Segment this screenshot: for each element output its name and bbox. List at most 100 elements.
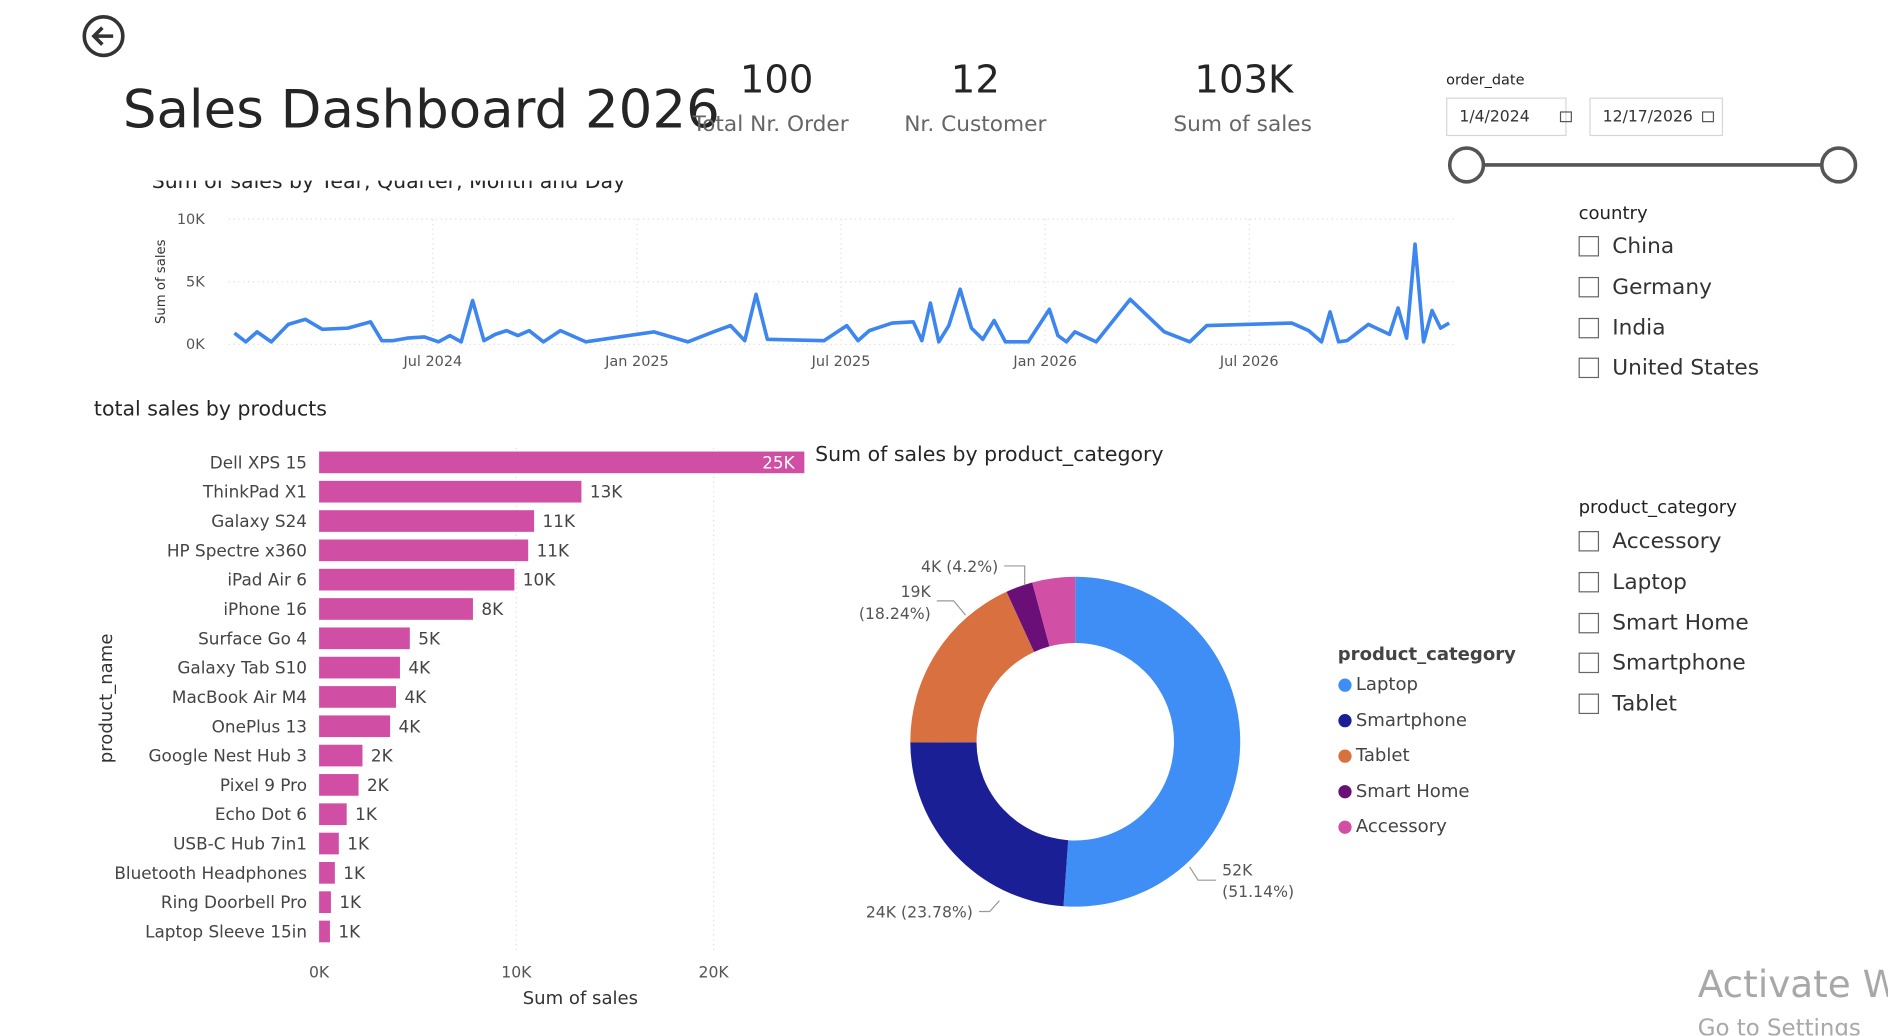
filter-option[interactable]: Smart Home — [1612, 609, 1749, 636]
date-start-input[interactable]: 1/4/2024 — [1446, 97, 1572, 137]
kpi-label: Nr. Customer — [904, 111, 1047, 138]
bar — [319, 627, 410, 650]
value-label: 4K — [404, 687, 427, 707]
sales-line — [233, 242, 1451, 344]
donut-slice — [1032, 576, 1076, 647]
y-tick-label: Bluetooth Headphones — [114, 863, 307, 883]
y-tick-label: Ring Doorbell Pro — [161, 892, 307, 912]
donut-slice — [910, 742, 1069, 907]
value-label: 52K (51.14%) — [1222, 862, 1295, 902]
bar — [319, 598, 473, 620]
y-tick-label: Galaxy Tab S10 — [177, 658, 307, 678]
filter-option[interactable]: Smartphone — [1612, 650, 1746, 676]
bar — [319, 891, 331, 914]
value-label: 4K — [408, 658, 431, 678]
y-tick-label: Dell XPS 15 — [210, 452, 307, 472]
filter-option[interactable]: Germany — [1612, 274, 1712, 300]
slider-handle-start[interactable] — [1447, 146, 1486, 184]
value-label: 25K — [762, 452, 795, 472]
y-axis-label: Sum of sales — [154, 239, 169, 324]
value-label: 13K — [590, 482, 623, 502]
donut-slice — [910, 591, 1035, 743]
legend-label: Accessory — [1355, 815, 1447, 837]
bar — [319, 539, 529, 562]
value-label: 4K — [399, 716, 422, 736]
checkbox[interactable] — [1578, 236, 1600, 257]
bar — [319, 656, 400, 679]
checkbox[interactable] — [1578, 612, 1600, 633]
kpi-label: Total Nr. Order — [692, 111, 849, 138]
slider-handle-end[interactable] — [1819, 146, 1858, 184]
watermark-subtitle: Go to Settings — [1697, 1015, 1861, 1036]
value-label: 11K — [543, 511, 576, 531]
y-tick-label: Google Nest Hub 3 — [148, 746, 307, 766]
country-filter-title: country — [1578, 202, 1648, 224]
x-tick-label: Jul 2025 — [811, 354, 871, 370]
x-tick-label: Jan 2026 — [1012, 354, 1077, 370]
chart-title: Sum of sales by product_category — [815, 443, 1164, 468]
legend-label: Smartphone — [1355, 708, 1467, 731]
line-title-clip: Sum of sales by Year, Quarter, Month and… — [152, 181, 754, 199]
leader-line — [978, 900, 1000, 913]
x-tick-label: Jul 2026 — [1219, 354, 1279, 370]
bar — [319, 451, 805, 474]
value-label: 2K — [367, 775, 390, 795]
filter-option[interactable]: Laptop — [1612, 569, 1687, 595]
bar — [319, 862, 335, 884]
y-tick-label: Laptop Sleeve 15in — [145, 922, 307, 942]
bar — [319, 480, 582, 503]
checkbox[interactable] — [1578, 358, 1600, 379]
legend-marker — [1338, 785, 1352, 799]
value-label: 10K — [523, 570, 556, 590]
y-tick-label: iPad Air 6 — [227, 570, 307, 590]
category-filter-title: product_category — [1578, 496, 1737, 518]
y-tick-label: Echo Dot 6 — [215, 804, 307, 824]
back-circle — [82, 15, 125, 58]
checkbox[interactable] — [1578, 693, 1600, 715]
y-tick-label: 5K — [186, 275, 205, 291]
checkbox[interactable] — [1578, 531, 1600, 552]
value-label: 1K — [343, 863, 366, 883]
filter-option[interactable]: India — [1612, 314, 1666, 341]
value-label: 1K — [338, 922, 361, 942]
bar — [319, 686, 397, 708]
leader-line — [936, 600, 967, 616]
dashboard-title: Sales Dashboard 2026 — [122, 79, 720, 141]
value-label: 1K — [355, 804, 378, 824]
y-tick-label: HP Spectre x360 — [167, 540, 307, 560]
bar — [319, 920, 330, 943]
date-filter-title: order_date — [1446, 71, 1525, 88]
legend-marker — [1338, 714, 1352, 728]
legend-label: Laptop — [1355, 673, 1419, 695]
checkbox[interactable] — [1578, 653, 1600, 674]
filter-option[interactable]: Tablet — [1612, 691, 1677, 717]
leader-line — [1189, 866, 1217, 881]
y-tick-label: 10K — [177, 212, 205, 228]
legend-marker — [1338, 749, 1352, 763]
y-tick-label: Pixel 9 Pro — [220, 775, 307, 795]
filter-option[interactable]: China — [1612, 233, 1675, 259]
legend-title: product_category — [1337, 642, 1516, 665]
watermark-title: Activate W — [1697, 963, 1888, 1007]
bar — [319, 803, 347, 826]
back-button[interactable] — [82, 15, 125, 58]
filter-option[interactable]: United States — [1612, 355, 1760, 381]
chart-title: total sales by products — [93, 397, 327, 422]
date-end-input[interactable]: 12/17/2026 — [1589, 97, 1724, 137]
bar — [319, 568, 515, 591]
checkbox[interactable] — [1578, 571, 1600, 593]
kpi-label: Sum of sales — [1173, 111, 1312, 138]
checkbox[interactable] — [1578, 276, 1600, 298]
checkbox[interactable] — [1578, 317, 1600, 338]
value-label: 1K — [347, 834, 370, 854]
bar — [319, 715, 391, 738]
kpi-value: 103K — [1194, 56, 1294, 103]
date-start: 1/4/2024 — [1459, 108, 1530, 127]
kpi-value: 100 — [739, 56, 814, 103]
y-tick-label: iPhone 16 — [223, 599, 307, 619]
donut-slice — [1063, 576, 1241, 907]
date-slider[interactable] — [1447, 146, 1858, 184]
date-end: 12/17/2026 — [1602, 108, 1693, 127]
filter-option[interactable]: Accessory — [1612, 528, 1722, 554]
